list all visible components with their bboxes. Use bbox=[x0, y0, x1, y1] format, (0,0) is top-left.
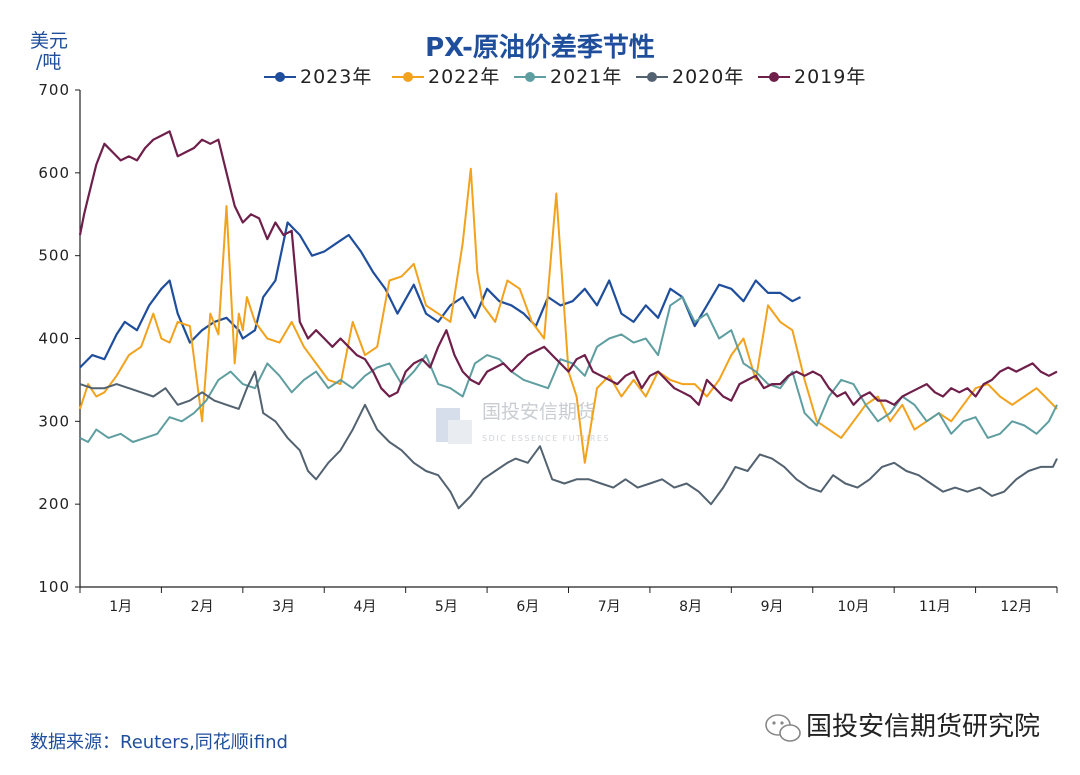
y-tick-label: 400 bbox=[38, 330, 70, 348]
y-tick-label: 500 bbox=[38, 247, 70, 265]
x-tick-label: 7月 bbox=[598, 599, 621, 615]
axes: 100 200 300 400 500 600 700 1月 2月 3月 4月 5月 6月 7月 8月 9月 1… bbox=[38, 81, 1058, 615]
x-tick-label: 6月 bbox=[516, 599, 539, 615]
watermark-en: SDIC ESSENCE FUTURES bbox=[482, 434, 610, 443]
x-tick-label: 11月 bbox=[919, 599, 951, 615]
x-tick-label: 12月 bbox=[1000, 599, 1032, 615]
legend-label: 2022年 bbox=[428, 66, 500, 88]
x-tick-label: 8月 bbox=[679, 599, 702, 615]
series-line-2021年 bbox=[79, 296, 1058, 443]
x-tick-label: 10月 bbox=[838, 599, 870, 615]
x-tick-label: 9月 bbox=[761, 599, 784, 615]
legend-label: 2019年 bbox=[794, 66, 866, 88]
watermark-cn: 国投安信期货 bbox=[482, 401, 596, 423]
legend-marker bbox=[769, 72, 779, 82]
x-tick-label: 4月 bbox=[353, 599, 376, 615]
x-tick-label: 5月 bbox=[435, 599, 458, 615]
source-note: 数据来源：Reuters,同花顺ifind bbox=[30, 732, 288, 753]
y-tick-label: 700 bbox=[38, 81, 70, 99]
series-line-2022年 bbox=[79, 167, 1058, 464]
x-tick-label: 1月 bbox=[109, 599, 132, 615]
legend-marker bbox=[647, 72, 657, 82]
chart-title: PX-原油价差季节性 bbox=[425, 32, 655, 63]
series-line-2020年 bbox=[79, 370, 1058, 510]
y-tick-label: 200 bbox=[38, 495, 70, 513]
x-tick-label: 3月 bbox=[272, 599, 295, 615]
x-tick-label: 2月 bbox=[191, 599, 214, 615]
wechat-icon bbox=[765, 714, 801, 742]
legend-label: 2020年 bbox=[672, 66, 744, 88]
y-tick-label: 100 bbox=[38, 578, 70, 596]
legend-marker bbox=[525, 72, 535, 82]
legend-label: 2021年 bbox=[550, 66, 622, 88]
legend-marker bbox=[403, 72, 413, 82]
y-axis-unit: 美元/吨 bbox=[30, 30, 68, 73]
legend-marker bbox=[275, 72, 285, 82]
brand-watermark: 国投安信期货研究院 bbox=[806, 712, 1040, 742]
series-line-2023年 bbox=[79, 221, 801, 369]
y-tick-label: 300 bbox=[38, 412, 70, 430]
watermark-logo-square bbox=[448, 420, 472, 444]
series-line-2019年 bbox=[78, 130, 1058, 406]
legend-label: 2023年 bbox=[300, 66, 372, 88]
legend: 2023年 2022年 2021年 2020年 2019年 bbox=[264, 66, 866, 88]
center-watermark: 国投安信期货 SDIC ESSENCE FUTURES bbox=[436, 401, 610, 444]
series-lines bbox=[78, 130, 1058, 510]
y-tick-label: 600 bbox=[38, 164, 70, 182]
